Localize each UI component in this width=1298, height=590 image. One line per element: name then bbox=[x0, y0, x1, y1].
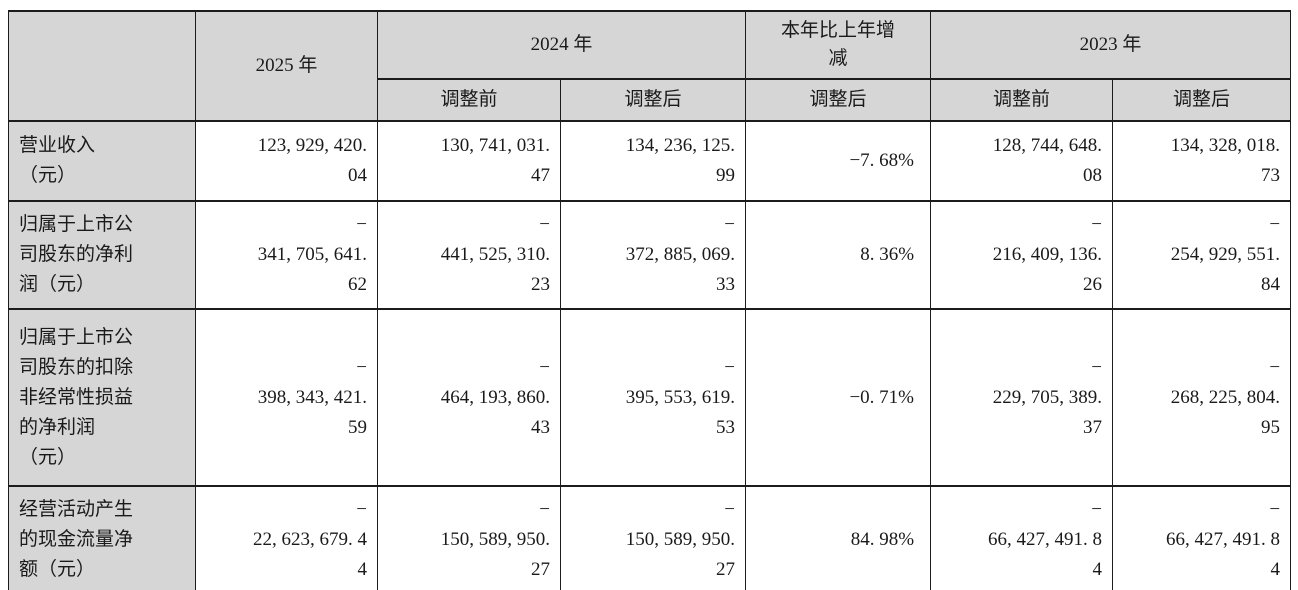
cell-2025: − 22, 623, 679. 4 4 bbox=[195, 485, 378, 590]
row-label: 归属于上市公 司股东的扣除 非经常性损益 的净利润 （元） bbox=[8, 308, 196, 487]
cell-2024-adjusted-after: − 372, 885, 069. 33 bbox=[559, 200, 747, 310]
cell-2023-adjusted-before: − 66, 427, 491. 8 4 bbox=[930, 485, 1114, 590]
header-row-years: 2025 年 2024 年 本年比上年增 减 2023 年 bbox=[8, 10, 1292, 122]
header-2023: 2023 年 bbox=[930, 10, 1292, 80]
cell-2023-adjusted-after: − 66, 427, 491. 8 4 bbox=[1112, 485, 1292, 590]
subheader-2023-after: 调整后 bbox=[1112, 78, 1292, 122]
header-row-adjust: 调整前 调整后 调整后 调整前 调整后 bbox=[9, 78, 1292, 122]
header-change: 本年比上年增 减 bbox=[745, 10, 932, 80]
cell-2023-adjusted-before: 128, 744, 648. 08 bbox=[930, 120, 1114, 202]
header-2024: 2024 年 bbox=[376, 10, 747, 80]
cell-2025: − 341, 705, 641. 62 bbox=[195, 200, 378, 310]
cell-2024-adjusted-after: 134, 236, 125. 99 bbox=[559, 120, 747, 202]
cell-2025: − 398, 343, 421. 59 bbox=[195, 308, 378, 487]
cell-2023-adjusted-before: − 229, 705, 389. 37 bbox=[930, 308, 1114, 487]
cell-2024-adjusted-before: − 150, 589, 950. 27 bbox=[377, 485, 561, 590]
header-2025: 2025 年 bbox=[195, 10, 378, 122]
table-row-operating-cash-flow: 经营活动产生 的现金流量净 额（元） − 22, 623, 679. 4 4 −… bbox=[8, 485, 1292, 590]
subheader-2024-after: 调整后 bbox=[559, 78, 747, 122]
cell-change: −0. 71% bbox=[745, 308, 932, 487]
cell-2024-adjusted-after: − 395, 553, 619. 53 bbox=[559, 308, 747, 487]
header-blank bbox=[8, 10, 196, 122]
financial-summary-table: 2025 年 2024 年 本年比上年增 减 2023 年 调整前 调整后 调整… bbox=[8, 10, 1292, 590]
subheader-2024-before: 调整前 bbox=[377, 78, 561, 122]
cell-2023-adjusted-before: − 216, 409, 136. 26 bbox=[930, 200, 1114, 310]
cell-change: −7. 68% bbox=[745, 120, 932, 202]
row-label: 经营活动产生 的现金流量净 额（元） bbox=[8, 485, 196, 590]
cell-2024-adjusted-before: 130, 741, 031. 47 bbox=[377, 120, 561, 202]
subheader-change-after: 调整后 bbox=[745, 78, 932, 122]
cell-2024-adjusted-before: − 441, 525, 310. 23 bbox=[377, 200, 561, 310]
cell-2023-adjusted-after: − 268, 225, 804. 95 bbox=[1112, 308, 1292, 487]
cell-2024-adjusted-after: − 150, 589, 950. 27 bbox=[559, 485, 747, 590]
table-row-net-profit: 归属于上市公 司股东的净利 润（元） − 341, 705, 641. 62 −… bbox=[8, 200, 1292, 310]
row-label: 归属于上市公 司股东的净利 润（元） bbox=[8, 200, 196, 310]
cell-change: 8. 36% bbox=[745, 200, 932, 310]
cell-2024-adjusted-before: − 464, 193, 860. 43 bbox=[377, 308, 561, 487]
table-row-revenue: 营业收入 （元） 123, 929, 420. 04 130, 741, 031… bbox=[8, 120, 1292, 202]
table-row-net-profit-excl-nonrecurring: 归属于上市公 司股东的扣除 非经常性损益 的净利润 （元） − 398, 343… bbox=[8, 308, 1292, 487]
cell-2023-adjusted-after: 134, 328, 018. 73 bbox=[1112, 120, 1292, 202]
subheader-2023-before: 调整前 bbox=[930, 78, 1114, 122]
row-label: 营业收入 （元） bbox=[8, 120, 196, 202]
cell-change: 84. 98% bbox=[745, 485, 932, 590]
cell-2023-adjusted-after: − 254, 929, 551. 84 bbox=[1112, 200, 1292, 310]
cell-2025: 123, 929, 420. 04 bbox=[195, 120, 378, 202]
